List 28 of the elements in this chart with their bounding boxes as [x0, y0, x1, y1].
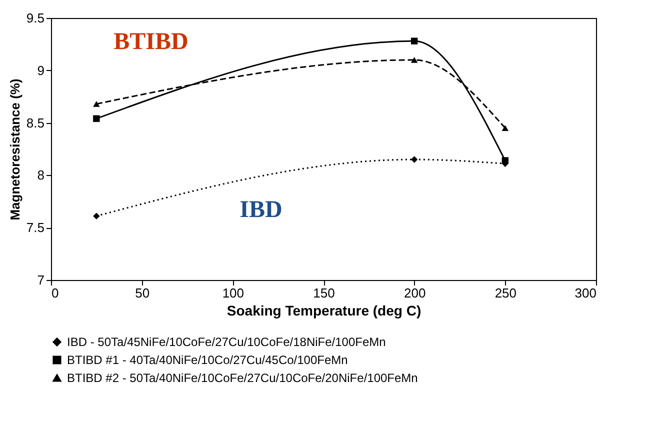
x-axis-title: Soaking Temperature (deg C): [226, 302, 422, 318]
x-tick-label: 0: [52, 286, 59, 300]
y-tick-label: 8.5: [26, 115, 44, 130]
legend-label: IBD - 50Ta/45NiFe/10CoFe/27Cu/10CoFe/18NiFe/100FeMn: [67, 335, 386, 349]
x-tick-label: 150: [313, 286, 335, 300]
point: [93, 115, 100, 122]
x-tick-label: 300: [574, 286, 596, 300]
y-tick-label: 7.5: [26, 220, 44, 236]
point: [93, 101, 100, 107]
point: [410, 38, 418, 44]
point: [93, 212, 100, 220]
point: [502, 157, 509, 164]
annotation: BTIBD: [114, 29, 188, 55]
point: [502, 125, 509, 131]
legend-label: BTIBD #1 - 40Ta/40NiFe/10Co/27Cu/45Co/100FeMn: [67, 353, 348, 367]
annotation: IBD: [240, 197, 282, 223]
y-tick-label: 7: [37, 272, 44, 288]
legend-label: BTIBD #2 - 50Ta/40NiFe/10CoFe/27Cu/10CoFe/20NiFe/100FeMn: [67, 371, 418, 385]
x-tick-label: 250: [494, 286, 517, 300]
point: [410, 156, 418, 163]
x-tick-label: 50: [135, 286, 150, 300]
y-tick-label: 9: [37, 62, 44, 78]
y-tick-label: 8: [37, 168, 44, 183]
x-tick-label: 100: [222, 286, 244, 300]
y-axis-title: Magnetoresistance (%): [7, 78, 22, 220]
y-tick-label: 9.5: [26, 10, 44, 26]
point: [410, 57, 418, 63]
x-tick-label: 200: [404, 286, 426, 300]
